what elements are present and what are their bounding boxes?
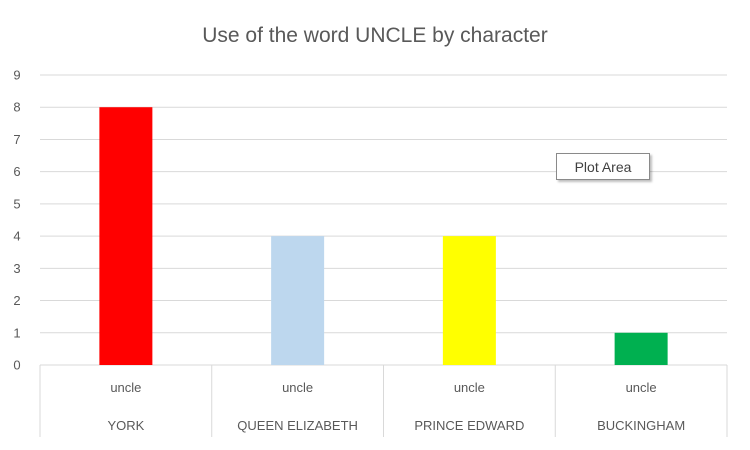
category-label: PRINCE EDWARD [414,418,524,433]
y-tick-label: 4 [13,229,20,244]
bars [99,107,668,365]
category-label: BUCKINGHAM [597,418,685,433]
group-label: uncle [626,380,657,395]
bar-prince-edward [442,236,496,365]
bar-york [99,107,153,365]
y-tick-label: 3 [13,261,20,276]
y-tick-label: 8 [13,100,20,115]
bar-buckingham [614,332,668,365]
y-tick-label: 5 [13,196,20,211]
y-tick-label: 9 [13,68,20,83]
y-tick-label: 0 [13,358,20,373]
y-tick-label: 2 [13,293,20,308]
y-tick-label: 6 [13,164,20,179]
chart-title: Use of the word UNCLE by character [202,24,547,47]
category-label: QUEEN ELIZABETH [237,418,358,433]
category-label: YORK [107,418,144,433]
plot-area-tooltip: Plot Area [556,153,650,180]
x-axis: uncle YORK uncle QUEEN ELIZABETH uncle PRINCE… [39,365,728,437]
y-tick-label: 1 [13,325,20,340]
y-axis-tick-labels: 0 1 2 3 4 5 6 7 8 9 [13,68,20,373]
group-label: uncle [282,380,313,395]
gridlines [40,74,727,366]
bar-queen-elizabeth [271,236,325,365]
y-tick-label: 7 [13,132,20,147]
group-label: uncle [454,380,485,395]
group-label: uncle [110,380,141,395]
